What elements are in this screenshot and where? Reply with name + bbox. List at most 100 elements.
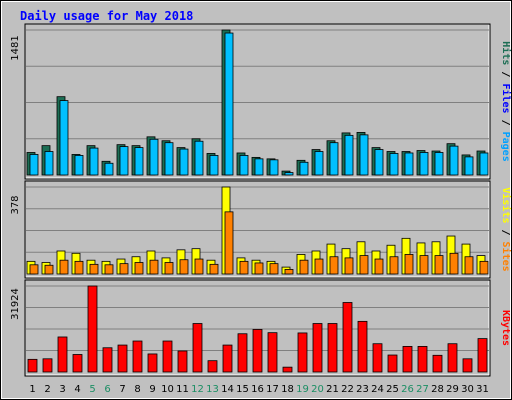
x-tick-label-day-26: 26 (401, 384, 414, 395)
legend-visits-sites: Visits / Sites (500, 187, 512, 271)
bar-kbytes-day-26 (402, 346, 413, 373)
panel-hits-files-pages: 1481 Hits / Files / Pages (10, 23, 512, 180)
bar-files-day-6 (104, 162, 114, 176)
bar-kbytes-day-11 (177, 350, 188, 373)
bar-kbytes-day-30 (462, 358, 473, 373)
x-tick-label-day-18: 18 (281, 384, 294, 395)
legend-item: Files (500, 77, 512, 113)
bar-kbytes-day-12 (192, 323, 203, 373)
bar-files-day-2 (44, 151, 54, 176)
bar-files-day-28 (434, 152, 444, 176)
bar-kbytes-day-6 (102, 347, 113, 373)
legend-item: / (500, 65, 511, 77)
x-tick-label-day-4: 4 (74, 384, 80, 395)
bar-files-day-4 (74, 155, 84, 176)
bar-files-day-27 (419, 152, 429, 176)
x-tick-label-day-25: 25 (386, 384, 399, 395)
bar-files-day-8 (134, 147, 144, 176)
x-tick-label-day-21: 21 (326, 384, 339, 395)
legend-item: Pages (500, 126, 511, 162)
bar-files-day-16 (254, 158, 264, 176)
bar-sites-day-2 (44, 264, 54, 275)
bar-sites-day-28 (434, 255, 444, 275)
bar-sites-day-31 (479, 260, 489, 275)
x-tick-label-day-6: 6 (104, 384, 110, 395)
bar-kbytes-day-18 (282, 366, 293, 373)
max-value-label: 31924 (10, 288, 21, 320)
bar-sites-day-8 (134, 262, 144, 275)
bar-files-day-24 (374, 149, 384, 176)
x-tick-label-day-23: 23 (356, 384, 369, 395)
bar-sites-day-7 (119, 263, 129, 275)
bar-sites-day-4 (74, 260, 84, 275)
bar-files-day-31 (479, 152, 489, 176)
x-tick-label-day-5: 5 (89, 384, 95, 395)
bar-sites-day-15 (239, 260, 249, 275)
bar-sites-day-12 (194, 258, 204, 275)
bar-kbytes-day-15 (237, 333, 248, 373)
x-tick-label-day-29: 29 (446, 384, 459, 395)
x-tick-label-day-16: 16 (251, 384, 264, 395)
legend-item: Visits (500, 187, 512, 223)
x-tick-label-day-17: 17 (266, 384, 279, 395)
bar-files-day-21 (329, 142, 339, 176)
bar-files-day-12 (194, 140, 204, 176)
bar-files-day-20 (314, 151, 324, 176)
bar-kbytes-day-7 (117, 344, 128, 373)
bar-kbytes-day-21 (327, 323, 338, 373)
x-tick-label-day-22: 22 (341, 384, 354, 395)
bar-files-day-18 (284, 172, 294, 176)
x-tick-label-day-2: 2 (44, 384, 50, 395)
bar-sites-day-9 (149, 259, 159, 275)
x-tick-label-day-1: 1 (29, 384, 35, 395)
bar-files-day-30 (464, 156, 474, 176)
bar-kbytes-day-22 (342, 302, 353, 373)
legend-item: / (500, 223, 511, 235)
bar-files-day-5 (89, 147, 99, 176)
x-tick-label-day-30: 30 (461, 384, 474, 395)
bar-kbytes-day-23 (357, 320, 368, 373)
x-tick-label-day-8: 8 (134, 384, 140, 395)
legend-kbytes: KBytes (500, 310, 511, 346)
x-tick-label-day-10: 10 (161, 384, 174, 395)
x-tick-label-day-27: 27 (416, 384, 429, 395)
bar-files-day-23 (359, 134, 369, 176)
x-tick-label-day-20: 20 (311, 384, 324, 395)
bar-files-day-1 (29, 154, 39, 176)
bar-sites-day-22 (344, 257, 354, 275)
bar-sites-day-19 (299, 259, 309, 275)
bar-sites-day-27 (419, 255, 429, 275)
bar-sites-day-21 (329, 256, 339, 275)
bar-sites-day-6 (104, 264, 114, 275)
bar-files-day-13 (209, 155, 219, 176)
legend-item: KBytes (500, 310, 511, 346)
max-value-label: 1481 (10, 35, 21, 60)
bar-kbytes-day-25 (387, 354, 398, 373)
x-tick-label-day-7: 7 (119, 384, 125, 395)
x-tick-label-day-11: 11 (176, 384, 189, 395)
panel-visits-sites: 378 Visits / Sites (10, 180, 512, 279)
bar-kbytes-day-16 (252, 329, 263, 373)
x-tick-label-day-19: 19 (296, 384, 309, 395)
bar-files-day-26 (404, 152, 414, 176)
bar-sites-day-5 (89, 263, 99, 275)
bar-kbytes-day-13 (207, 360, 218, 373)
bar-sites-day-25 (389, 256, 399, 275)
bar-sites-day-11 (179, 259, 189, 275)
x-tick-label-day-12: 12 (191, 384, 204, 395)
x-tick-label-day-24: 24 (371, 384, 384, 395)
bar-files-day-17 (269, 159, 279, 176)
max-value-label: 378 (10, 195, 21, 214)
legend-item: Sites (500, 236, 512, 272)
bar-sites-day-18 (284, 268, 294, 275)
bar-sites-day-17 (269, 263, 279, 275)
bar-files-day-3 (59, 100, 69, 176)
bar-kbytes-day-10 (162, 340, 173, 373)
bar-files-day-19 (299, 161, 309, 176)
bar-kbytes-day-28 (432, 354, 443, 373)
bar-sites-day-29 (449, 252, 459, 275)
x-tick-label-day-9: 9 (149, 384, 155, 395)
x-axis-labels: 1 2 3 4 5 6 7 8 9 10 11 12 13 14 15 16 17 18 19 20 21 22 23 24 2… (29, 384, 489, 395)
